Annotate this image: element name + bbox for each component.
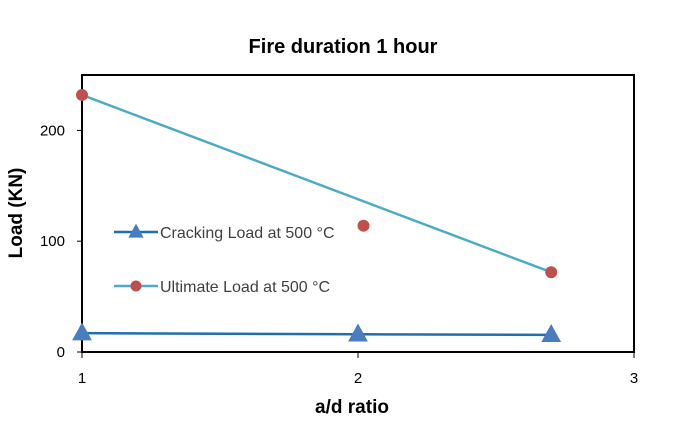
y-tick-label: 0 xyxy=(57,344,65,361)
chart-title: Fire duration 1 hour xyxy=(249,36,438,58)
series-2-point-3 xyxy=(545,266,558,279)
series-2-point-2 xyxy=(357,219,370,232)
plot-area: 1 2 3 0 100 200 xyxy=(40,74,638,387)
x-tick-label: 3 xyxy=(630,370,638,387)
series-2-line xyxy=(81,93,552,274)
legend: Cracking Load at 500 °C Ultimate Load at … xyxy=(114,223,335,296)
legend-marker-1 xyxy=(128,223,144,238)
series-1-point-2 xyxy=(348,323,368,342)
y-axis-label: Load (KN) xyxy=(6,168,27,259)
series-2-point-1 xyxy=(76,88,88,101)
legend-label-1: Cracking Load at 500 °C xyxy=(160,225,335,242)
x-axis-label: a/d ratio xyxy=(315,397,389,418)
series-1-point-3 xyxy=(541,324,562,343)
x-tick-label: 2 xyxy=(354,370,362,387)
y-tick-label: 100 xyxy=(40,233,65,250)
plot-frame xyxy=(81,74,635,353)
series-1-point-1 xyxy=(72,322,92,341)
legend-marker-2 xyxy=(130,280,142,292)
legend-label-2: Ultimate Load at 500 °C xyxy=(160,279,330,296)
y-tick-label: 200 xyxy=(40,122,65,139)
x-tick-label: 1 xyxy=(78,370,86,387)
series-1-line xyxy=(81,331,552,337)
